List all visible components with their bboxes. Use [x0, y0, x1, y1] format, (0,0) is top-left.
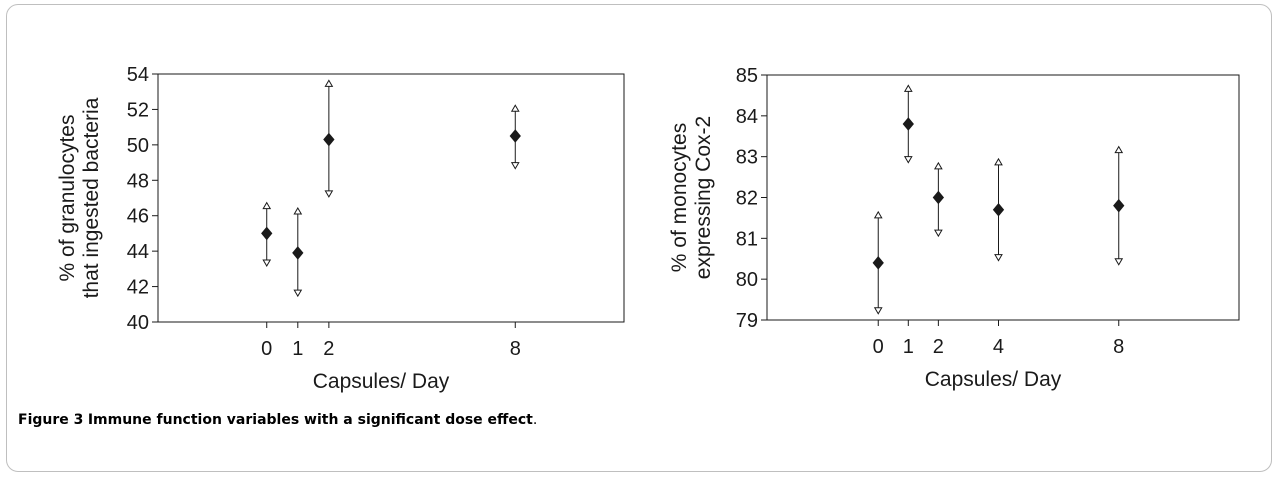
- x-axis-title: Capsules/ Day: [925, 368, 1062, 391]
- y-tick-label: 85: [736, 65, 758, 87]
- data-point: [1113, 198, 1125, 213]
- x-tick-label: 1: [903, 336, 914, 358]
- caption-label: Figure 3: [18, 412, 84, 428]
- y-tick-label: 44: [127, 241, 149, 263]
- x-tick-label: 1: [292, 338, 303, 360]
- y-tick-label: 81: [736, 228, 758, 250]
- error-cap-lower: [994, 254, 1003, 262]
- data-point: [992, 202, 1005, 217]
- error-cap-lower: [324, 190, 334, 198]
- error-cap-upper: [873, 210, 883, 219]
- error-cap-upper: [994, 157, 1003, 166]
- y-tick-label: 46: [127, 206, 149, 228]
- y-tick-label: 42: [127, 277, 149, 299]
- error-cap-lower: [262, 259, 272, 267]
- data-point: [932, 190, 945, 205]
- y-tick-label: 84: [736, 106, 758, 128]
- x-tick-label: 2: [323, 338, 334, 360]
- error-cap-upper: [933, 161, 943, 170]
- error-cap-lower: [873, 307, 883, 315]
- data-point: [323, 132, 335, 147]
- y-axis-title: that ingested bacteria: [80, 97, 103, 298]
- data-point: [872, 256, 884, 270]
- y-tick-label: 52: [127, 99, 149, 121]
- y-tick-label: 79: [736, 310, 758, 332]
- y-tick-label: 82: [736, 188, 758, 210]
- error-cap-lower: [293, 289, 303, 298]
- y-tick-label: 48: [127, 170, 149, 192]
- data-point: [902, 117, 914, 131]
- y-tick-label: 80: [736, 269, 758, 291]
- figure-caption: Figure 3 Immune function variables with …: [18, 412, 537, 428]
- error-cap-upper: [324, 79, 334, 87]
- figure-frame: [6, 4, 1272, 472]
- x-tick-label: 8: [1113, 336, 1124, 358]
- error-cap-upper: [510, 104, 520, 112]
- error-cap-upper: [293, 206, 303, 215]
- y-tick-label: 54: [127, 64, 149, 86]
- chart-monocytes: 79 80 81 82 83 84 85 0 1 2 4 8 Capsules/ Day % of mon…: [668, 65, 1240, 391]
- error-cap-upper: [903, 84, 913, 92]
- x-tick-label: 8: [510, 338, 521, 360]
- data-point: [509, 129, 521, 143]
- y-axis-title: expressing Cox-2: [692, 116, 715, 279]
- plot-area: [157, 73, 625, 323]
- y-tick-label: 50: [127, 135, 149, 157]
- x-tick-label: 2: [933, 336, 944, 358]
- x-axis-title: Capsules/ Day: [313, 370, 450, 393]
- y-tick-label: 83: [736, 147, 758, 169]
- x-tick-label: 0: [261, 338, 272, 360]
- plot-area: [766, 74, 1240, 321]
- error-cap-lower: [510, 162, 520, 170]
- error-cap-upper: [1114, 145, 1124, 154]
- error-cap-lower: [1114, 258, 1124, 266]
- data-point: [261, 226, 273, 241]
- x-tick-label: 0: [873, 336, 884, 358]
- error-cap-lower: [903, 156, 913, 164]
- error-cap-lower: [933, 229, 943, 238]
- data-point: [292, 246, 304, 260]
- caption-text: Immune function variables with a signifi…: [87, 412, 533, 428]
- y-axis-title: % of monocytes: [668, 123, 691, 272]
- caption-suffix: .: [532, 412, 538, 428]
- chart-granulocytes: 40 42 44 46 48 50 52 54 0 1 2 8 Capsules/ Day % of gr…: [56, 64, 625, 393]
- y-tick-label: 40: [127, 312, 149, 334]
- y-axis-title: % of granulocytes: [56, 115, 79, 282]
- error-cap-upper: [262, 201, 272, 210]
- x-tick-label: 4: [993, 336, 1004, 358]
